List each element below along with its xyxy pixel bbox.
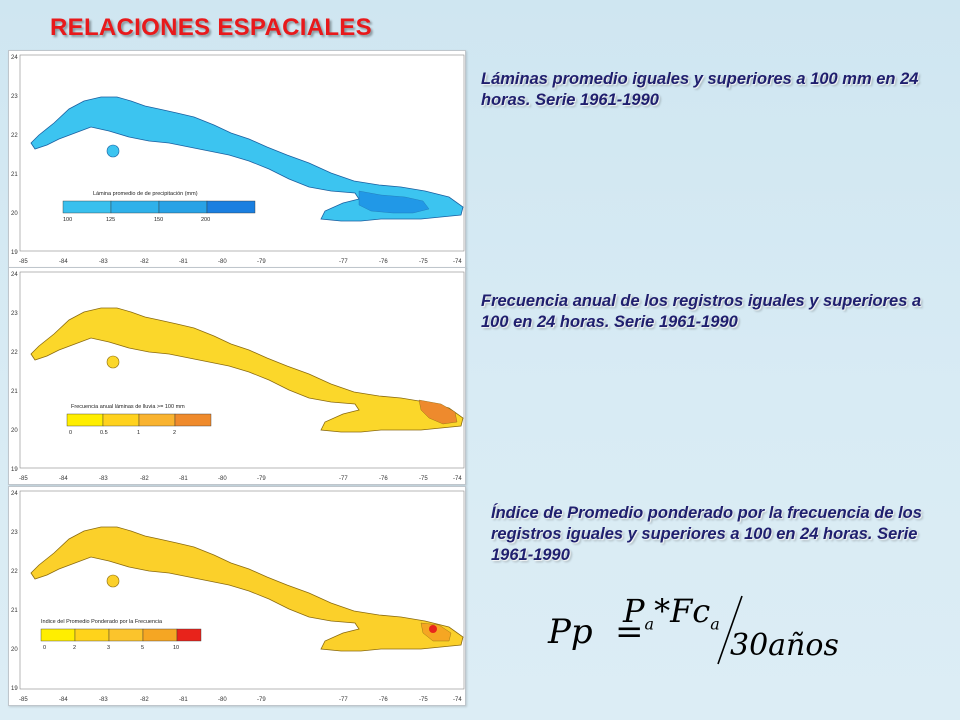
- isla-juventud: [106, 355, 120, 369]
- x-tick: -79: [257, 259, 266, 265]
- x-tick: -76: [379, 697, 388, 703]
- x-tick: -81: [179, 697, 188, 703]
- x-tick: -85: [19, 476, 28, 482]
- y-tick: 21: [11, 608, 18, 614]
- legend-label: 2: [173, 430, 176, 436]
- map-axes: 24 23 22 21 20 19 -85 -84 -83 -82 -81 -8…: [11, 54, 465, 265]
- y-tick: 24: [11, 272, 18, 278]
- x-tick: -84: [59, 259, 68, 265]
- cuba-island-shape: [30, 96, 464, 222]
- legend-label: 0: [69, 430, 72, 436]
- y-tick: 19: [11, 686, 18, 692]
- x-tick: -83: [99, 697, 108, 703]
- y-tick: 20: [11, 428, 18, 434]
- x-tick: -74: [453, 259, 462, 265]
- x-tick: -85: [19, 259, 28, 265]
- y-tick: 23: [11, 311, 18, 317]
- cuba-island-shape: [30, 526, 464, 652]
- legend-frequency: Frecuencia anual láminas de lluvia >= 10…: [66, 404, 212, 436]
- cuba-island-shape: [30, 307, 464, 433]
- fraction-slash: [717, 595, 743, 665]
- legend-precipitation: Lámina promedio de de precipitación (mm)…: [62, 191, 256, 223]
- legend-label: 2: [73, 645, 76, 651]
- legend-title: Lámina promedio de de precipitación (mm): [93, 191, 198, 197]
- x-tick: -82: [140, 476, 149, 482]
- map-panel-frequency: 24 23 22 21 20 19 -85 -84 -83 -82 -81 -8…: [8, 267, 466, 485]
- legend-label: 10: [173, 645, 179, 651]
- high-index-zone: [420, 622, 452, 642]
- legend-label: 0.5: [100, 430, 108, 436]
- y-tick: 19: [11, 467, 18, 473]
- x-tick: -84: [59, 697, 68, 703]
- isla-juventud: [106, 144, 120, 158]
- y-tick: 22: [11, 569, 18, 575]
- x-tick: -83: [99, 259, 108, 265]
- x-tick: -75: [419, 259, 428, 265]
- legend-label: 200: [201, 217, 210, 223]
- x-tick: -80: [218, 259, 227, 265]
- x-tick: -84: [59, 476, 68, 482]
- y-tick: 21: [11, 389, 18, 395]
- legend-label: 0: [43, 645, 46, 651]
- x-tick: -75: [419, 476, 428, 482]
- y-tick: 24: [11, 491, 18, 497]
- x-tick: -79: [257, 476, 266, 482]
- x-tick: -74: [453, 697, 462, 703]
- x-tick: -76: [379, 476, 388, 482]
- x-tick: -75: [419, 697, 428, 703]
- x-tick: -85: [19, 697, 28, 703]
- caption-map2: Frecuencia anual de los registros iguale…: [481, 292, 922, 331]
- x-tick: -82: [140, 697, 149, 703]
- legend-label: 1: [137, 430, 140, 436]
- formula-numerator: Pa*Fca: [623, 592, 720, 634]
- x-tick: -81: [179, 259, 188, 265]
- slide-title: RELACIONES ESPACIALES: [50, 14, 372, 41]
- map-axes: 24 23 22 21 20 19 -85 -84 -83 -82 -81 -8…: [11, 271, 465, 482]
- y-tick: 23: [11, 530, 18, 536]
- y-tick: 23: [11, 94, 18, 100]
- x-tick: -76: [379, 259, 388, 265]
- legend-label: 100: [63, 217, 72, 223]
- legend-label: 3: [107, 645, 110, 651]
- map-panel-precipitation: 24 23 22 21 20 19 -85 -84 -83 -82 -81 -8…: [8, 50, 466, 268]
- x-tick: -80: [218, 476, 227, 482]
- legend-index: Indice del Promedio Ponderado por la Fre…: [40, 619, 202, 651]
- legend-label: 125: [106, 217, 115, 223]
- legend-label: 5: [141, 645, 144, 651]
- y-tick: 20: [11, 647, 18, 653]
- x-tick: -82: [140, 259, 149, 265]
- legend-label: 150: [154, 217, 163, 223]
- x-tick: -77: [339, 697, 348, 703]
- x-tick: -80: [218, 697, 227, 703]
- legend-title: Indice del Promedio Ponderado por la Fre…: [41, 619, 163, 625]
- y-tick: 24: [11, 55, 18, 61]
- legend-title: Frecuencia anual láminas de lluvia >= 10…: [71, 404, 185, 410]
- isla-juventud: [106, 574, 120, 588]
- formula-equals: =: [615, 612, 644, 652]
- y-tick: 20: [11, 211, 18, 217]
- x-tick: -77: [339, 476, 348, 482]
- map-panel-index: 24 23 22 21 20 19 -85 -84 -83 -82 -81 -8…: [8, 486, 466, 706]
- caption-map3: Índice de Promedio ponderado por la frec…: [491, 504, 922, 564]
- x-tick: -79: [257, 697, 266, 703]
- formula-denominator: 30años: [730, 628, 839, 663]
- dark-rain-zone: [358, 190, 430, 214]
- map-axes: 24 23 22 21 20 19 -85 -84 -83 -82 -81 -8…: [11, 490, 465, 703]
- formula-lhs: Pp: [548, 612, 593, 652]
- y-tick: 19: [11, 250, 18, 256]
- x-tick: -83: [99, 476, 108, 482]
- y-tick: 21: [11, 172, 18, 178]
- x-tick: -77: [339, 259, 348, 265]
- y-tick: 22: [11, 133, 18, 139]
- weighted-index-formula: Pp = Pa*Fca 30años: [548, 588, 848, 668]
- x-tick: -74: [453, 476, 462, 482]
- peak-index-spot: [429, 625, 437, 633]
- y-tick: 22: [11, 350, 18, 356]
- caption-map1: Láminas promedio iguales y superiores a …: [481, 70, 919, 109]
- x-tick: -81: [179, 476, 188, 482]
- high-frequency-zone: [418, 399, 458, 425]
